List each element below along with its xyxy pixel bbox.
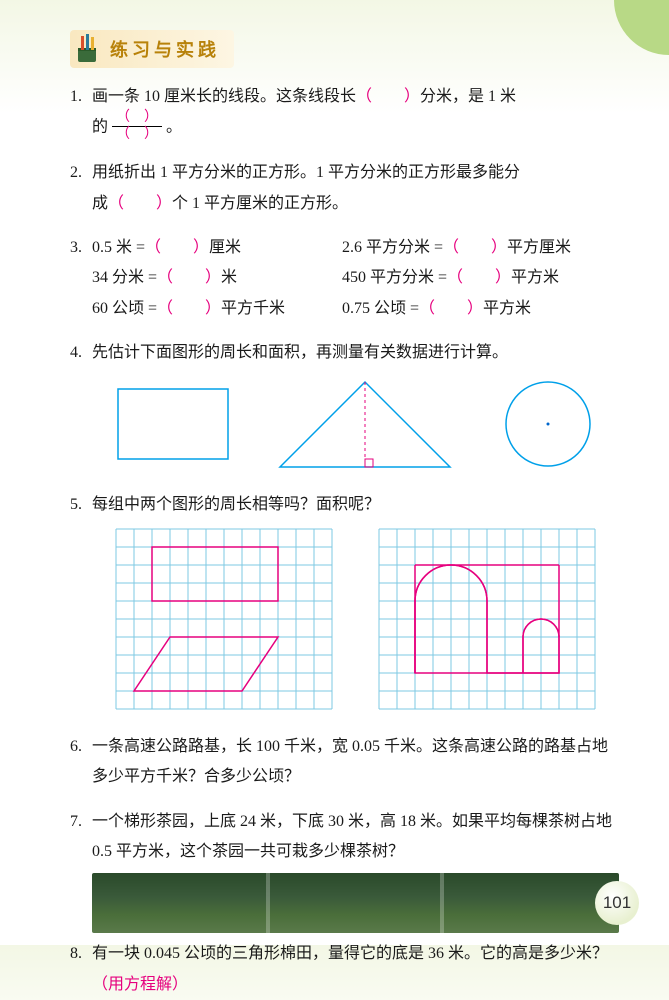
problem-2: 2. 用纸折出 1 平方分米的正方形。1 平方分米的正方形最多能分 成（ ）个 … <box>70 158 619 219</box>
hint-text: （用方程解） <box>92 976 188 993</box>
section-header: 练习与实践 <box>70 30 234 68</box>
blank: （ ） <box>419 300 483 317</box>
grid-left <box>115 528 333 710</box>
problem-body: 画一条 10 厘米长的线段。这条线段长（ ）分米，是 1 米 的 （ ） （ ）… <box>92 82 619 144</box>
problem-number: 7. <box>70 807 92 868</box>
eq-text: 450 平方分米 = <box>342 269 447 286</box>
pencil-cup-icon <box>74 34 102 64</box>
problem-body: 一条高速公路路基，长 100 千米，宽 0.05 千米。这条高速公路的路基占地多… <box>92 732 619 793</box>
problem-number: 6. <box>70 732 92 793</box>
text: 一条高速公路路基，长 100 千米，宽 0.05 千米。这条高速公路的路基占地多… <box>92 738 608 785</box>
problem-body: 用纸折出 1 平方分米的正方形。1 平方分米的正方形最多能分 成（ ）个 1 平… <box>92 158 619 219</box>
text: 个 1 平方厘米的正方形。 <box>172 195 348 212</box>
section-title: 练习与实践 <box>110 36 220 62</box>
problem-1: 1. 画一条 10 厘米长的线段。这条线段长（ ）分米，是 1 米 的 （ ） … <box>70 82 619 144</box>
equation-row: 60 公顷 =（ ）平方千米 0.75 公顷 =（ ）平方米 <box>92 294 619 324</box>
grid-row <box>92 528 619 710</box>
fraction-denominator: （ ） <box>112 127 162 142</box>
fraction-numerator: （ ） <box>112 110 162 125</box>
circle-shape <box>498 377 598 472</box>
text: 画一条 10 厘米长的线段。这条线段长 <box>92 88 356 105</box>
problems-list: 1. 画一条 10 厘米长的线段。这条线段长（ ）分米，是 1 米 的 （ ） … <box>50 82 619 1000</box>
corner-accent <box>614 0 669 55</box>
triangle-shape <box>275 377 455 472</box>
text: 先估计下面图形的周长和面积，再测量有关数据进行计算。 <box>92 344 508 361</box>
problem-5: 5. 每组中两个图形的周长相等吗？面积呢？ <box>70 490 619 718</box>
problem-body: 每组中两个图形的周长相等吗？面积呢？ <box>92 490 619 718</box>
problem-7: 7. 一个梯形茶园，上底 24 米，下底 30 米，高 18 米。如果平均每棵茶… <box>70 807 619 868</box>
eq-text: 0.5 米 = <box>92 239 145 256</box>
page-number: 101 <box>595 881 639 925</box>
problem-body: 先估计下面图形的周长和面积，再测量有关数据进行计算。 <box>92 338 619 475</box>
rectangle-shape <box>113 379 233 469</box>
text: 的 <box>92 119 108 136</box>
equation-row: 0.5 米 =（ ）厘米 2.6 平方分米 =（ ）平方厘米 <box>92 233 619 263</box>
problem-body: 一个梯形茶园，上底 24 米，下底 30 米，高 18 米。如果平均每棵茶树占地… <box>92 807 619 868</box>
tea-garden-image <box>92 873 619 933</box>
text: 有一块 0.045 公顷的三角形棉田，量得它的底是 36 米。它的高是多少米？ <box>92 945 608 962</box>
text: 。 <box>166 119 182 136</box>
text: 每组中两个图形的周长相等吗？面积呢？ <box>92 496 380 513</box>
blank: （ ） <box>356 88 420 105</box>
eq-text: 平方千米 <box>221 300 285 317</box>
eq-text: 平方米 <box>511 269 559 286</box>
blank: （ ） <box>443 239 507 256</box>
problem-6: 6. 一条高速公路路基，长 100 千米，宽 0.05 千米。这条高速公路的路基… <box>70 732 619 793</box>
eq-text: 平方米 <box>483 300 531 317</box>
blank: （ ） <box>157 300 221 317</box>
text: 一个梯形茶园，上底 24 米，下底 30 米，高 18 米。如果平均每棵茶树占地… <box>92 813 612 860</box>
text: 成 <box>92 195 108 212</box>
eq-text: 60 公顷 = <box>92 300 157 317</box>
problem-number: 8. <box>70 939 92 1000</box>
blank: （ ） <box>145 239 209 256</box>
problem-3: 3. 0.5 米 =（ ）厘米 2.6 平方分米 =（ ）平方厘米 34 分米 … <box>70 233 619 324</box>
fraction-blank: （ ） （ ） <box>112 110 162 142</box>
problem-number: 2. <box>70 158 92 219</box>
eq-text: 米 <box>221 269 237 286</box>
problem-number: 5. <box>70 490 92 718</box>
eq-text: 2.6 平方分米 = <box>342 239 443 256</box>
problem-4: 4. 先估计下面图形的周长和面积，再测量有关数据进行计算。 <box>70 338 619 475</box>
blank: （ ） <box>447 269 511 286</box>
text: 用纸折出 1 平方分米的正方形。1 平方分米的正方形最多能分 <box>92 164 520 181</box>
problem-body: 0.5 米 =（ ）厘米 2.6 平方分米 =（ ）平方厘米 34 分米 =（ … <box>92 233 619 324</box>
eq-text: 34 分米 = <box>92 269 157 286</box>
shapes-row <box>92 377 619 472</box>
problem-body: 有一块 0.045 公顷的三角形棉田，量得它的底是 36 米。它的高是多少米？ （… <box>92 939 619 1000</box>
eq-text: 0.75 公顷 = <box>342 300 419 317</box>
problem-number: 4. <box>70 338 92 475</box>
problem-number: 3. <box>70 233 92 324</box>
grid-right <box>378 528 596 710</box>
text: 分米，是 1 米 <box>420 88 516 105</box>
problem-number: 1. <box>70 82 92 144</box>
eq-text: 平方厘米 <box>507 239 571 256</box>
problem-8: 8. 有一块 0.045 公顷的三角形棉田，量得它的底是 36 米。它的高是多少… <box>70 939 619 1000</box>
equation-row: 34 分米 =（ ）米 450 平方分米 =（ ）平方米 <box>92 263 619 293</box>
eq-text: 厘米 <box>209 239 241 256</box>
blank: （ ） <box>157 269 221 286</box>
blank: （ ） <box>108 195 172 212</box>
